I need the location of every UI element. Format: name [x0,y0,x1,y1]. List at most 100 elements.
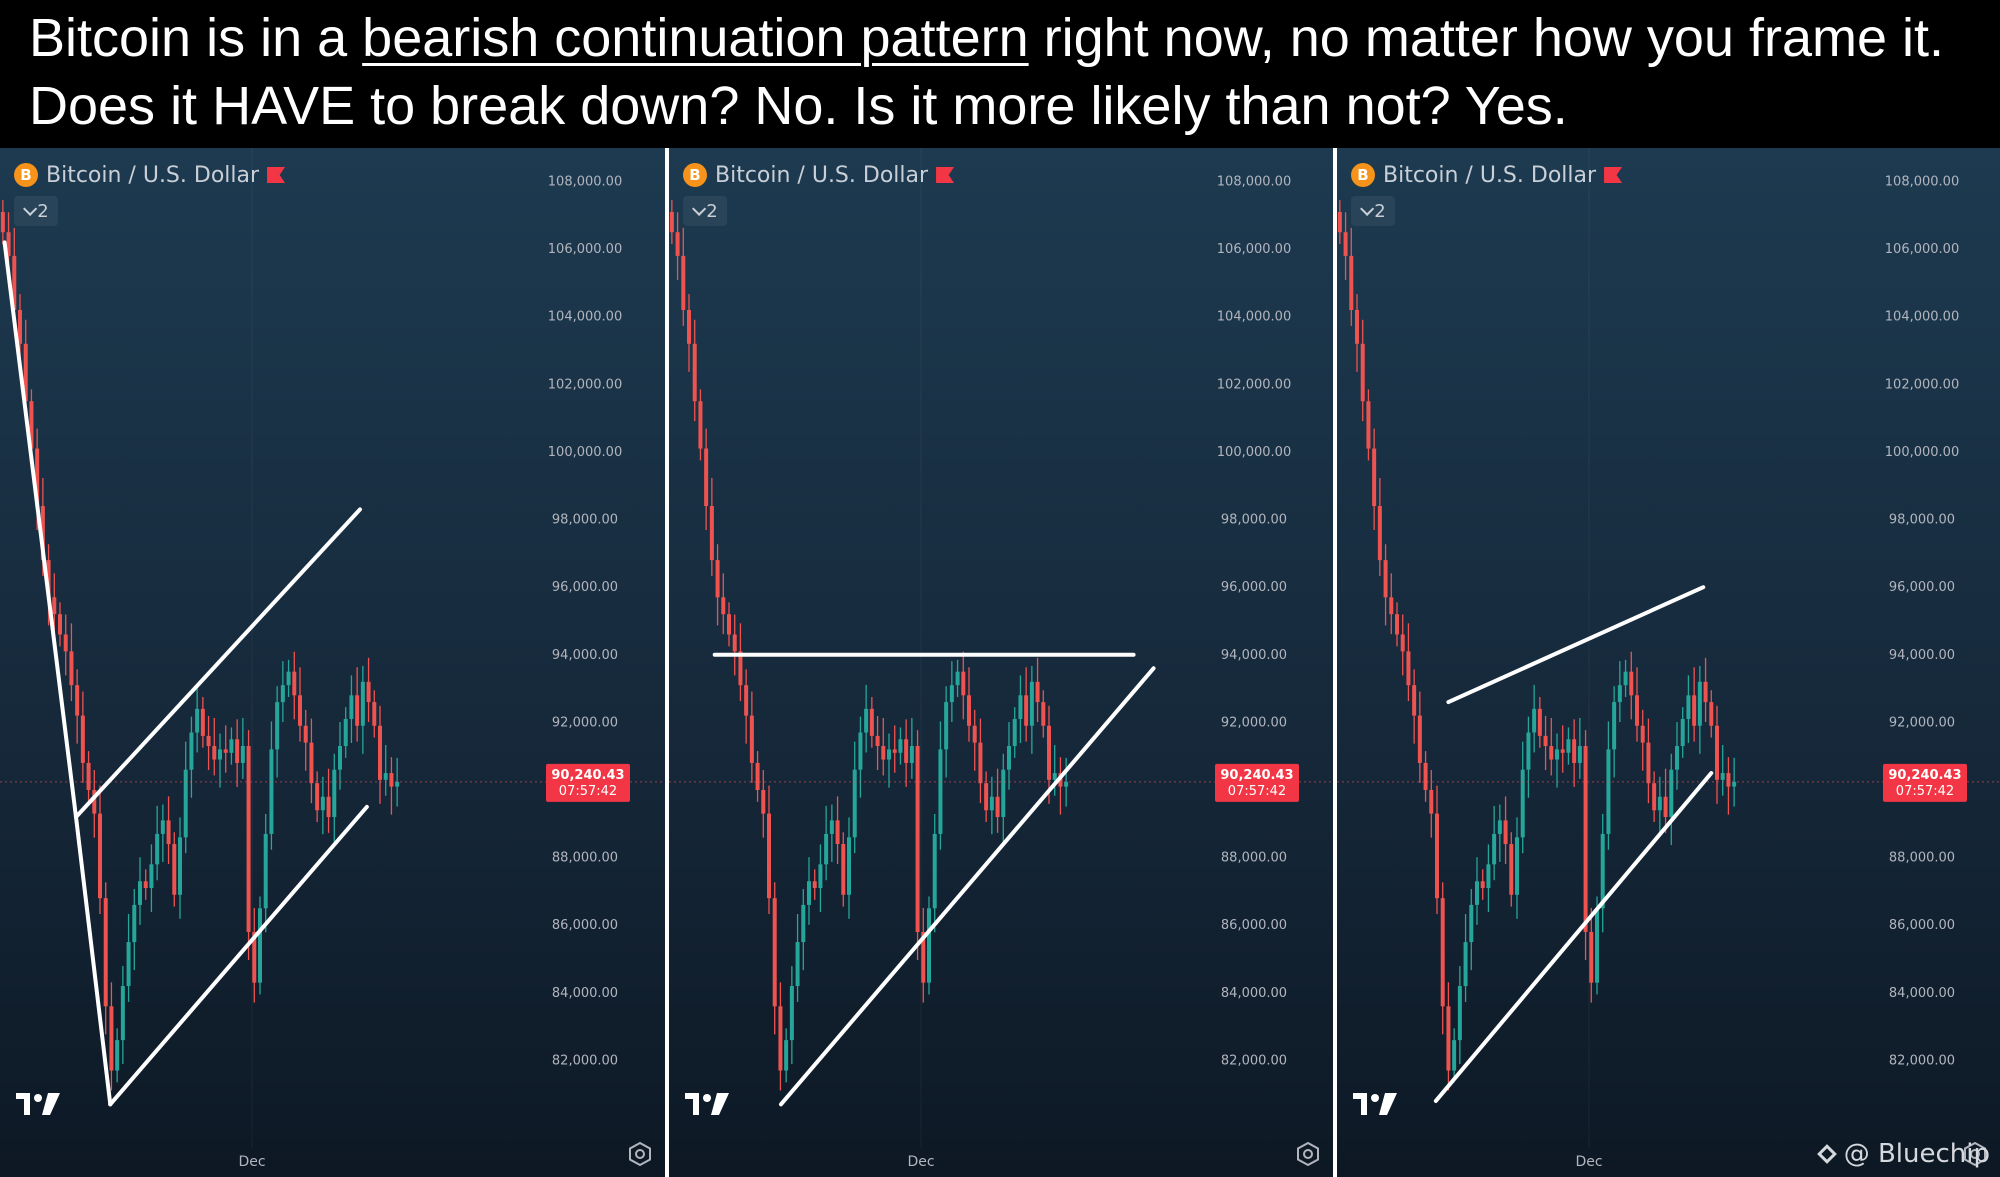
candle-body [189,732,194,770]
candlestick-chart[interactable]: 108,000.00 106,000.00 104,000.00 102,000.00… [669,148,1333,1177]
settings-gear-icon[interactable] [627,1141,653,1167]
indicators-count: 2 [706,200,718,222]
candle-body [138,881,142,905]
candle-body [864,708,869,733]
candle-body [961,671,966,696]
candle-body [35,448,40,507]
candle-body [246,746,251,932]
bitcoin-coin-icon: B [1351,163,1375,187]
candle-body [955,671,960,686]
indicators-collapse-button[interactable]: 2 [683,196,727,226]
indicators-count: 2 [1374,200,1386,222]
flag-icon[interactable] [1604,167,1622,183]
candle-body [1680,718,1685,747]
bar-countdown: 07:57:42 [1228,784,1286,799]
chart-panel-bear-pennant: 108,000.00 106,000.00 104,000.00 102,000.00… [0,148,665,1177]
flag-icon[interactable] [267,167,285,183]
candle-body [1360,343,1365,402]
last-price-tag [546,763,630,802]
candle-body [389,773,394,787]
candle-body [938,749,943,834]
y-tick-label: 96,000.00 [1221,580,1287,595]
y-tick-label: 104,000.00 [548,310,622,325]
candle-body [789,986,794,1041]
candle-body [160,820,165,834]
candle-body [807,881,811,905]
candle-body [229,739,234,753]
y-tick-label: 94,000.00 [552,648,618,663]
candle-body [738,651,743,686]
candle-body [949,685,954,703]
candle-body [1503,820,1508,845]
candle-body [86,762,91,790]
y-tick-label: 82,000.00 [1221,1053,1287,1068]
symbol-header[interactable]: B Bitcoin / U.S. Dollar [683,160,954,190]
candle-body [252,931,257,983]
candle-body [212,746,217,760]
candle-body [904,739,909,763]
symbol-header[interactable]: B Bitcoin / U.S. Dollar [1351,160,1622,190]
indicators-collapse-button[interactable]: 2 [1351,196,1395,226]
candlestick-chart[interactable]: 108,000.00 106,000.00 104,000.00 102,000.00… [0,148,665,1177]
candle-body [1560,749,1565,753]
candle-body [120,986,125,1041]
y-tick-label: 88,000.00 [552,851,618,866]
candle-body [869,708,874,736]
settings-gear-icon[interactable] [1295,1141,1321,1167]
candle-body [200,708,205,736]
candle-body [92,789,97,814]
trendline-rising-resistance [1446,585,1706,705]
candle-body [1406,651,1411,686]
candle-body [1395,614,1399,635]
bitcoin-coin-icon: B [683,163,707,187]
candle-body [383,773,388,780]
y-tick-label: 100,000.00 [1217,445,1291,460]
candle-body [772,898,777,1007]
candle-body [0,211,5,233]
headline: Bitcoin is in a bearish continuation pat… [0,0,2000,148]
candle-body [1726,773,1731,787]
symbol-header[interactable]: B Bitcoin / U.S. Dollar [14,160,285,190]
candle-body [58,614,62,635]
candle-body [1703,681,1708,703]
candle-body [395,781,400,787]
candle-body [995,796,1000,818]
candle-body [1509,844,1514,895]
y-tick-label: 100,000.00 [1885,445,1959,460]
candle-body [332,769,337,818]
y-tick-label: 102,000.00 [548,377,622,392]
candle-body [835,820,840,845]
candlestick-chart[interactable]: 108,000.00 106,000.00 104,000.00 102,000.00… [1337,148,2000,1177]
candle-body [1337,211,1342,233]
candle-body [1417,715,1422,763]
chevron-down-icon [1360,201,1375,216]
candle-body [732,634,737,652]
last-price-value: 90,240.43 [1220,768,1293,783]
settings-gear-icon[interactable] [1962,1141,1988,1167]
candle-body [298,695,302,726]
bluechip-logo-icon [1816,1143,1838,1165]
candle-body [206,735,211,747]
trendline-rising-support [779,666,1156,1107]
candle-body [944,702,949,750]
candle-body [360,681,365,726]
candle-body [166,820,171,845]
y-tick-label: 104,000.00 [1885,310,1959,325]
candle-body [1617,685,1622,703]
chart-panel-ascending-triangle: 108,000.00 106,000.00 104,000.00 102,000.00… [669,148,1333,1177]
bar-countdown: 07:57:42 [559,784,617,799]
candle-body [1623,671,1628,686]
candle-body [178,837,182,895]
candle-body [172,844,177,895]
candle-body [1675,746,1679,770]
y-tick-label: 104,000.00 [1217,310,1291,325]
y-tick-label: 92,000.00 [552,715,618,730]
candle-body [258,908,262,983]
y-tick-label: 108,000.00 [548,175,622,190]
bar-countdown: 07:57:42 [1896,784,1954,799]
candle-body [1720,773,1725,780]
candle-body [280,685,285,703]
indicators-collapse-button[interactable]: 2 [14,196,58,226]
flag-icon[interactable] [936,167,954,183]
y-tick-label: 102,000.00 [1217,377,1291,392]
